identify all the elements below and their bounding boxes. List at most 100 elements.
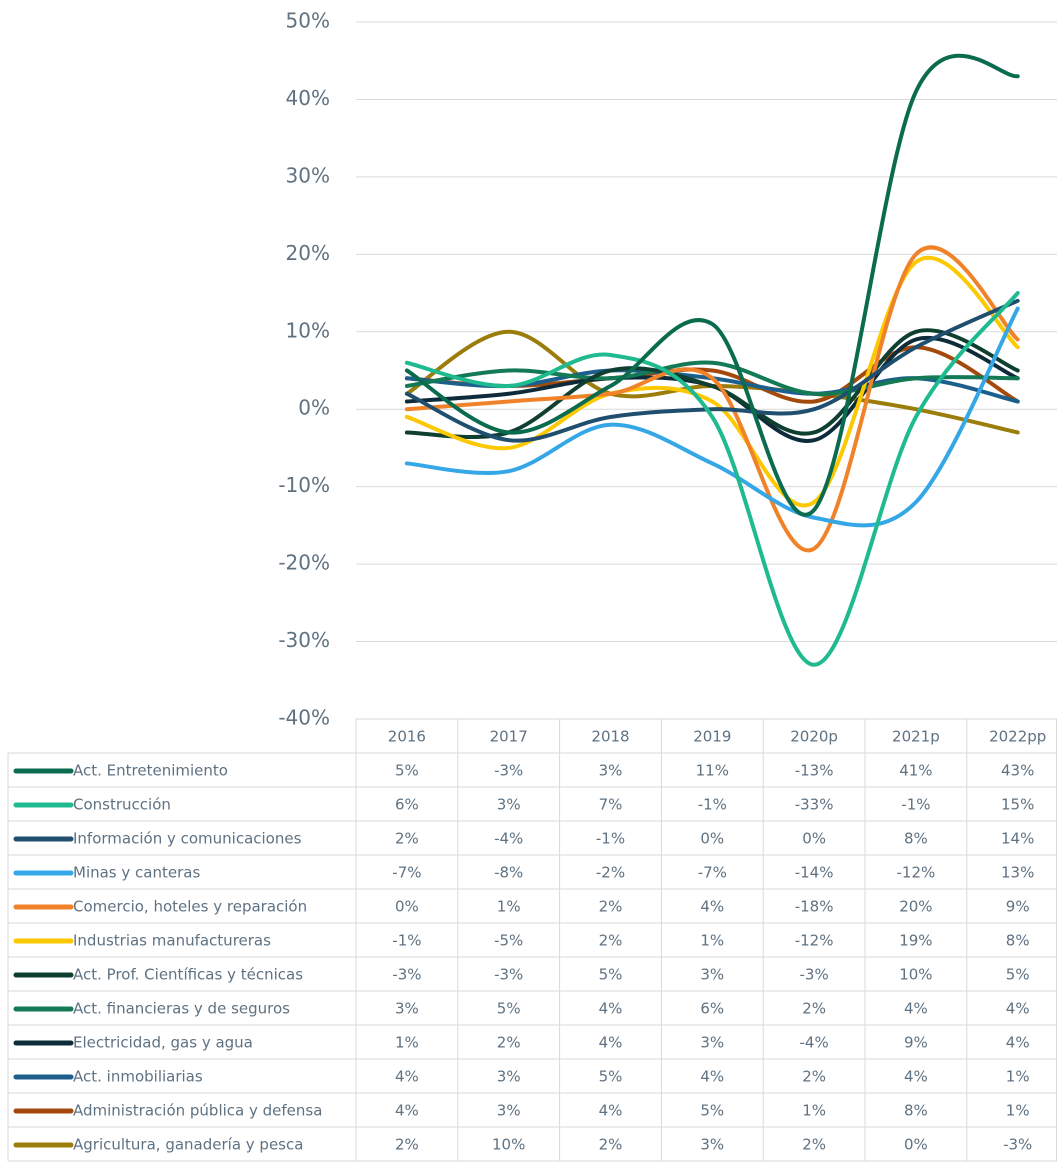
data-label: 14% (1001, 830, 1034, 848)
data-label: -13% (795, 762, 834, 780)
x-tick-label: 2021p (892, 728, 940, 746)
data-label: 2% (497, 1034, 521, 1052)
series-line (404, 360, 1020, 397)
data-label: 6% (700, 1000, 724, 1018)
data-label: -3% (392, 966, 421, 984)
data-label: 5% (395, 762, 419, 780)
series-line (404, 335, 1020, 443)
data-label: -14% (795, 864, 834, 882)
data-label: 1% (395, 1034, 419, 1052)
data-label: 3% (497, 1102, 521, 1120)
series-line (404, 298, 1020, 443)
data-label: -1% (698, 796, 727, 814)
data-label: 10% (899, 966, 932, 984)
legend-label: Información y comunicaciones (73, 830, 302, 848)
data-label: 3% (497, 1068, 521, 1086)
data-label: 4% (599, 1102, 623, 1120)
data-label: 7% (599, 796, 623, 814)
y-tick-label: 40% (286, 86, 330, 110)
data-label: 4% (1006, 1034, 1030, 1052)
data-label: 0% (904, 1136, 928, 1154)
data-label: -1% (901, 796, 930, 814)
data-label: 2% (599, 898, 623, 916)
data-label: 9% (904, 1034, 928, 1052)
series-line (404, 328, 1020, 440)
data-label: 2% (802, 1136, 826, 1154)
data-label: 4% (1006, 1000, 1030, 1018)
data-label: 5% (599, 966, 623, 984)
data-label: -1% (596, 830, 625, 848)
data-label: 2% (599, 1136, 623, 1154)
data-label: 10% (492, 1136, 525, 1154)
data-label: 3% (599, 762, 623, 780)
data-label: 3% (395, 1000, 419, 1018)
data-label: 0% (802, 830, 826, 848)
x-tick-label: 2018 (591, 728, 629, 746)
data-label: 8% (904, 830, 928, 848)
data-label: 5% (700, 1102, 724, 1120)
legend-label: Act. Entretenimiento (73, 762, 228, 780)
data-label: 43% (1001, 762, 1034, 780)
series-line (404, 291, 1020, 667)
data-label: 1% (802, 1102, 826, 1120)
y-tick-label: 30% (286, 163, 330, 187)
y-tick-label: -30% (278, 628, 330, 652)
data-label: 2% (599, 932, 623, 950)
data-label: 3% (700, 1136, 724, 1154)
data-label: 4% (395, 1068, 419, 1086)
data-label: 2% (802, 1000, 826, 1018)
data-label: -8% (494, 864, 523, 882)
series-line (404, 306, 1020, 528)
data-label: -2% (596, 864, 625, 882)
data-label: 1% (1006, 1102, 1030, 1120)
data-label: 3% (700, 966, 724, 984)
data-label: 4% (904, 1000, 928, 1018)
legend-label: Administración pública y defensa (73, 1102, 322, 1120)
data-label: -12% (795, 932, 834, 950)
x-tick-label: 2022pp (989, 728, 1046, 746)
data-label: 8% (904, 1102, 928, 1120)
data-label: 2% (395, 830, 419, 848)
data-label: 6% (395, 796, 419, 814)
data-label: 19% (899, 932, 932, 950)
legend-label: Act. Prof. Científicas y técnicas (73, 966, 303, 984)
y-tick-label: 0% (298, 396, 330, 420)
data-label: 4% (599, 1000, 623, 1018)
data-label: -7% (698, 864, 727, 882)
data-label: 20% (899, 898, 932, 916)
data-label: -18% (795, 898, 834, 916)
data-label: 3% (700, 1034, 724, 1052)
x-tick-label: 2016 (388, 728, 426, 746)
data-label: 41% (899, 762, 932, 780)
legend-label: Electricidad, gas y agua (73, 1034, 253, 1052)
data-label: 4% (599, 1034, 623, 1052)
legend-label: Industrias manufactureras (73, 932, 271, 950)
data-label: -33% (795, 796, 834, 814)
y-tick-label: 20% (286, 241, 330, 265)
data-label: 5% (497, 1000, 521, 1018)
data-label: -3% (1003, 1136, 1032, 1154)
data-label: -3% (494, 966, 523, 984)
series-line (404, 255, 1020, 508)
data-label: 2% (395, 1136, 419, 1154)
data-label: -3% (799, 966, 828, 984)
data-label: 4% (700, 1068, 724, 1086)
y-tick-label: 10% (286, 318, 330, 342)
data-label: -4% (494, 830, 523, 848)
x-tick-label: 2017 (490, 728, 528, 746)
data-label: 1% (1006, 1068, 1030, 1086)
data-label: -1% (392, 932, 421, 950)
data-label: 0% (395, 898, 419, 916)
data-label: 13% (1001, 864, 1034, 882)
data-label: -7% (392, 864, 421, 882)
x-tick-label: 2020p (790, 728, 838, 746)
data-label: -5% (494, 932, 523, 950)
data-label: 15% (1001, 796, 1034, 814)
y-tick-label: -10% (278, 473, 330, 497)
legend-label: Agricultura, ganadería y pesca (73, 1136, 303, 1154)
y-tick-label: -40% (278, 706, 330, 730)
data-label: 8% (1006, 932, 1030, 950)
data-label: 2% (802, 1068, 826, 1086)
